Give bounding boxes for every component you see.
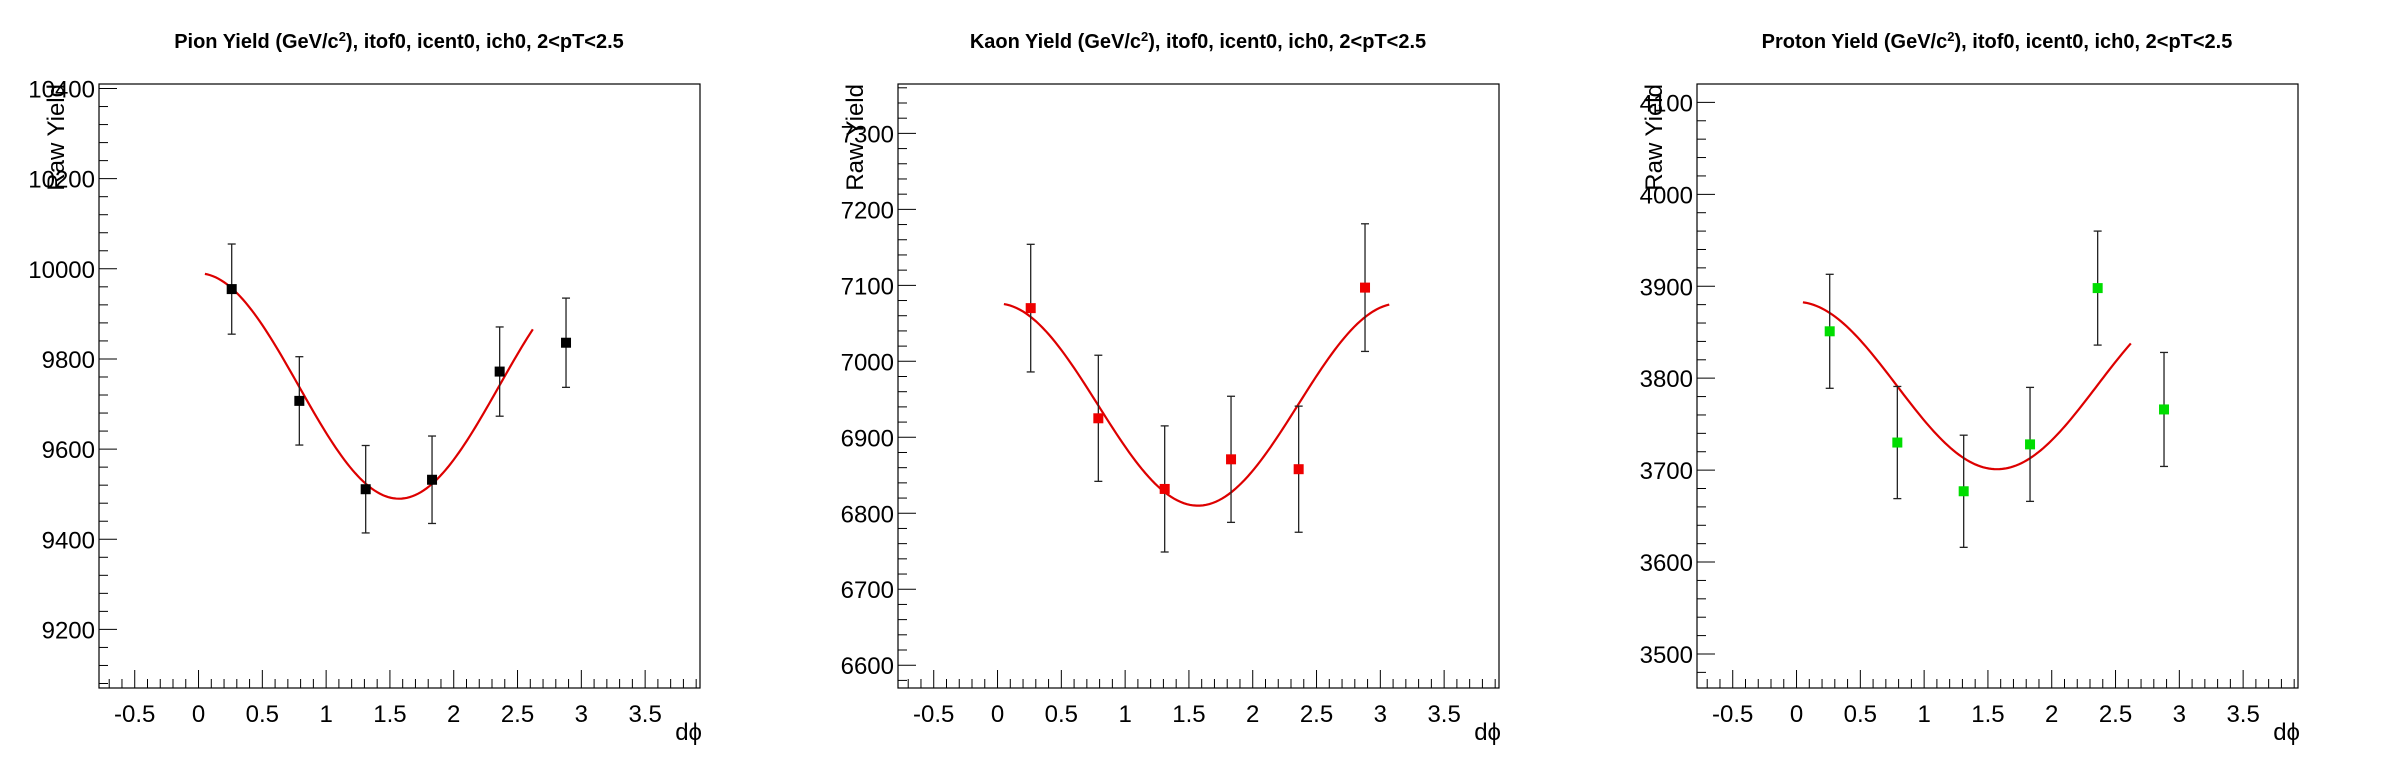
- x-tick-label: 2.5: [2099, 701, 2132, 728]
- kaon-yield-panel: Kaon Yield (GeV/c2), itof0, icent0, ich0…: [799, 0, 1597, 772]
- data-point: [2092, 283, 2103, 294]
- y-tick-label: 7000: [841, 349, 894, 376]
- x-tick-label: 3: [575, 701, 588, 728]
- x-tick-label: 3: [2173, 701, 2186, 728]
- kaon-yield-chart: Kaon Yield (GeV/c2), itof0, icent0, ich0…: [841, 29, 1501, 746]
- y-axis-label: Raw Yield: [1641, 84, 1668, 191]
- y-tick-label: 3600: [1640, 550, 1693, 577]
- y-axis-label: Raw Yield: [842, 84, 869, 191]
- chart-title: Proton Yield (GeV/c2), itof0, icent0, ic…: [1762, 29, 2233, 53]
- x-tick-label: 1: [319, 701, 332, 728]
- data-point: [1958, 486, 1969, 497]
- x-tick-label: 2.5: [1300, 701, 1333, 728]
- data-point: [494, 366, 505, 377]
- plot-frame: [897, 83, 1500, 689]
- data-point: [1293, 464, 1304, 475]
- x-axis-label: dϕ: [2273, 719, 2300, 746]
- y-tick-label: 7300: [841, 121, 894, 148]
- x-tick-label: 0.5: [1045, 701, 1078, 728]
- x-tick-label: 3.5: [2226, 701, 2259, 728]
- x-tick-label: 1: [1917, 701, 1930, 728]
- proton-yield-panel: Proton Yield (GeV/c2), itof0, icent0, ic…: [1598, 0, 2396, 772]
- data-point: [561, 337, 572, 348]
- data-point: [1093, 413, 1104, 424]
- x-tick-label: 1.5: [1172, 701, 1205, 728]
- x-tick-label: 2: [2045, 701, 2058, 728]
- y-tick-label: 4000: [1640, 182, 1693, 209]
- fit-curve: [1802, 301, 2132, 471]
- x-tick-label: 2.5: [501, 701, 534, 728]
- x-tick-label: -0.5: [1712, 701, 1753, 728]
- y-tick-label: 3900: [1640, 274, 1693, 301]
- y-tick-label: 6700: [841, 577, 894, 604]
- data-point: [1824, 326, 1835, 337]
- x-tick-label: -0.5: [913, 701, 954, 728]
- x-tick-label: -0.5: [114, 701, 155, 728]
- x-tick-label: 0: [991, 701, 1004, 728]
- pion-yield-chart: Pion Yield (GeV/c2), itof0, icent0, ich0…: [28, 29, 702, 746]
- y-tick-label: 10000: [28, 257, 95, 284]
- y-tick-label: 6900: [841, 425, 894, 452]
- y-tick-label: 7200: [841, 197, 894, 224]
- data-point: [1226, 454, 1237, 465]
- x-axis-label: dϕ: [1474, 719, 1501, 746]
- x-tick-label: 1.5: [1971, 701, 2004, 728]
- data-point: [1159, 483, 1170, 494]
- y-tick-label: 9400: [42, 527, 95, 554]
- data-point: [1360, 282, 1371, 293]
- y-tick-label: 3700: [1640, 458, 1693, 485]
- plot-frame: [1696, 83, 2299, 689]
- y-tick-label: 3800: [1640, 366, 1693, 393]
- pion-yield-panel: Pion Yield (GeV/c2), itof0, icent0, ich0…: [0, 0, 798, 772]
- x-tick-label: 1.5: [373, 701, 406, 728]
- y-tick-label: 9800: [42, 347, 95, 374]
- x-tick-label: 3.5: [628, 701, 661, 728]
- x-tick-label: 2: [447, 701, 460, 728]
- fit-curve: [204, 272, 534, 500]
- data-point: [1892, 437, 1903, 448]
- y-axis-label: Raw Yield: [43, 84, 70, 191]
- x-tick-label: 2: [1246, 701, 1259, 728]
- x-tick-label: 0.5: [246, 701, 279, 728]
- plot-frame: [98, 83, 701, 689]
- y-tick-label: 4100: [1640, 90, 1693, 117]
- y-tick-label: 9200: [42, 617, 95, 644]
- chart-title: Kaon Yield (GeV/c2), itof0, icent0, ich0…: [970, 29, 1426, 53]
- x-tick-label: 0.5: [1844, 701, 1877, 728]
- x-tick-label: 3: [1374, 701, 1387, 728]
- y-tick-label: 7100: [841, 273, 894, 300]
- x-tick-label: 0: [192, 701, 205, 728]
- x-tick-label: 1: [1118, 701, 1131, 728]
- y-tick-label: 10400: [28, 77, 95, 104]
- proton-yield-chart: Proton Yield (GeV/c2), itof0, icent0, ic…: [1640, 29, 2300, 746]
- data-point: [360, 484, 371, 495]
- data-point: [427, 474, 438, 485]
- y-tick-label: 9600: [42, 437, 95, 464]
- data-point: [2159, 404, 2170, 415]
- y-tick-label: 3500: [1640, 642, 1693, 669]
- y-tick-label: 6800: [841, 501, 894, 528]
- data-point: [294, 395, 305, 406]
- data-point: [226, 284, 237, 295]
- data-point: [1025, 303, 1036, 314]
- y-tick-label: 6600: [841, 653, 894, 680]
- chart-title: Pion Yield (GeV/c2), itof0, icent0, ich0…: [174, 29, 624, 53]
- x-tick-label: 0: [1790, 701, 1803, 728]
- x-axis-label: dϕ: [675, 719, 702, 746]
- x-tick-label: 3.5: [1427, 701, 1460, 728]
- y-tick-label: 10200: [28, 167, 95, 194]
- data-point: [2025, 439, 2036, 450]
- fit-curve: [1003, 302, 1390, 507]
